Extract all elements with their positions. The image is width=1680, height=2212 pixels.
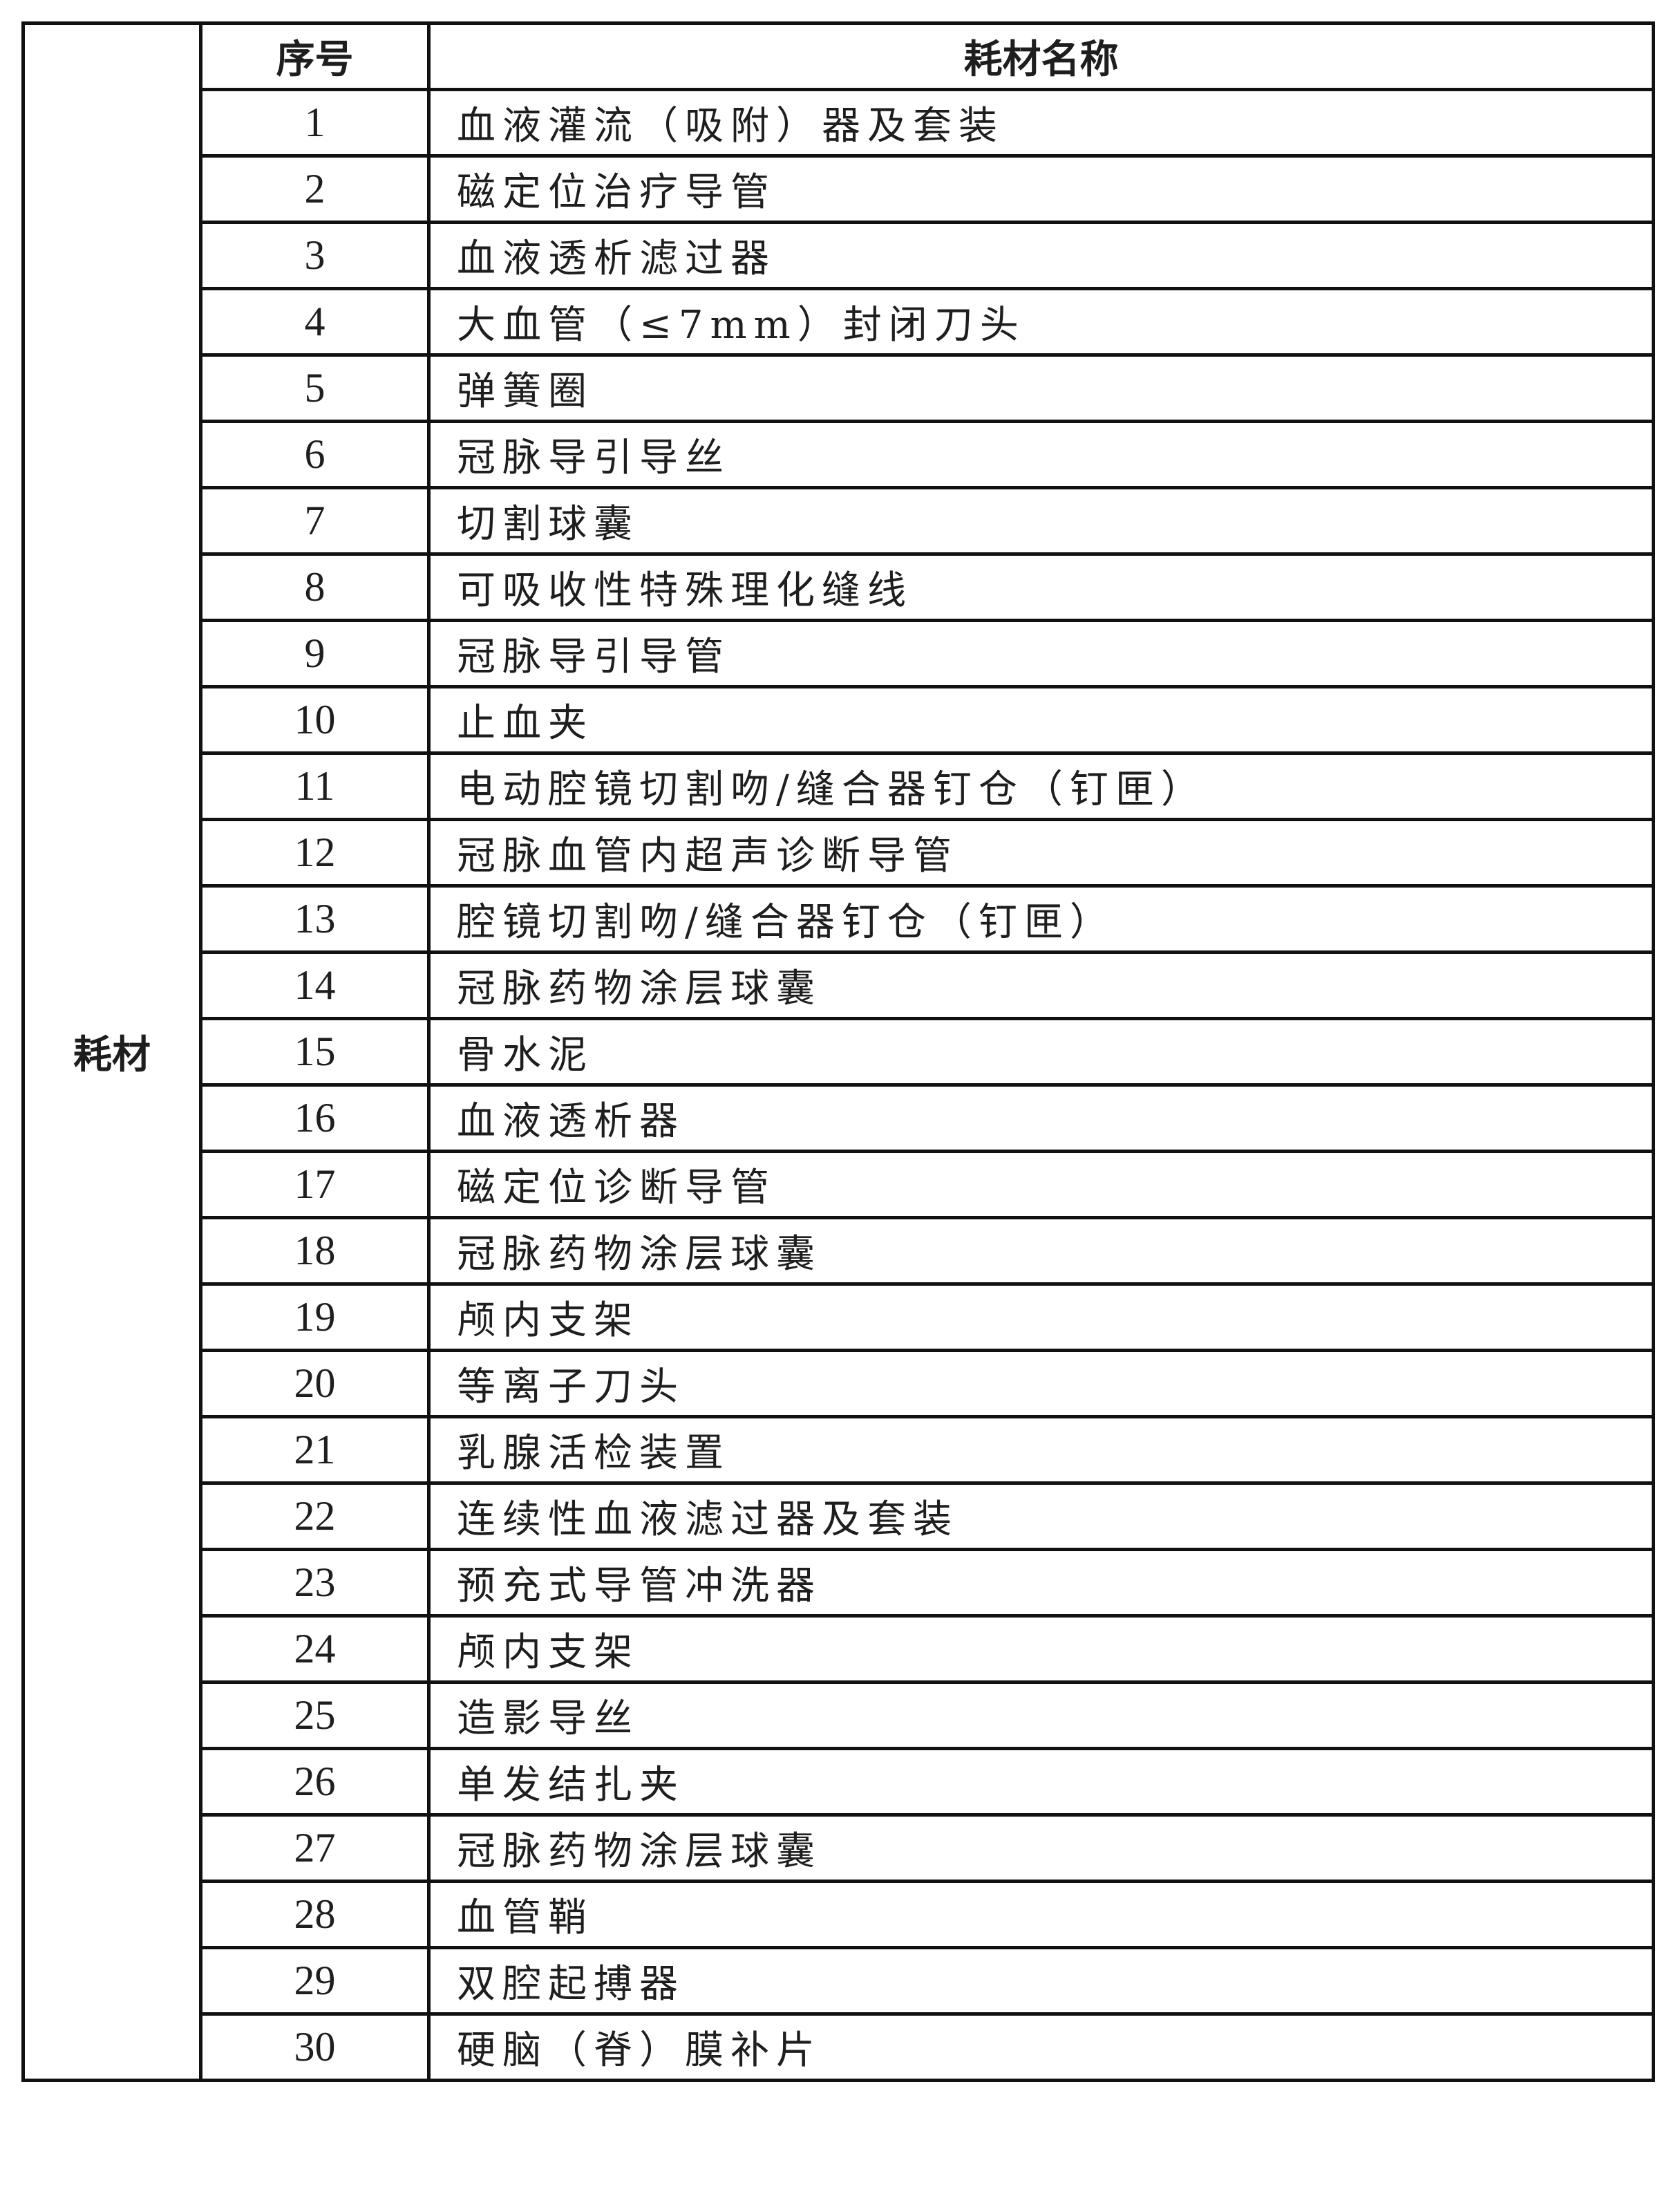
table-row: 18 冠脉药物涂层球囊 [23, 1216, 1655, 1286]
row-number: 29 [199, 1946, 431, 2016]
row-number: 3 [199, 221, 431, 290]
consumable-name: 冠脉导引导管 [427, 619, 1655, 688]
row-number: 30 [199, 2012, 431, 2082]
table-row: 21 乳腺活检装置 [23, 1415, 1655, 1485]
row-number: 23 [199, 1548, 431, 1618]
consumable-name: 骨水泥 [427, 1017, 1655, 1087]
table-row: 29 双腔起搏器 [23, 1946, 1655, 2016]
consumable-name: 冠脉导引导丝 [427, 420, 1655, 489]
row-number: 18 [199, 1216, 431, 1286]
table-row: 8 可吸收性特殊理化缝线 [23, 552, 1655, 622]
consumable-name: 连续性血液滤过器及套装 [427, 1481, 1655, 1551]
table-row: 16 血液透析器 [23, 1083, 1655, 1153]
table-row: 26 单发结扎夹 [23, 1747, 1655, 1817]
table-row: 30 硬脑（脊）膜补片 [23, 2012, 1655, 2082]
row-number: 4 [199, 287, 431, 357]
consumable-name: 冠脉血管内超声诊断导管 [427, 818, 1655, 888]
row-number: 7 [199, 486, 431, 556]
row-number: 27 [199, 1813, 431, 1883]
table-row: 4 大血管（≤7mm）封闭刀头 [23, 287, 1655, 357]
consumable-name: 止血夹 [427, 685, 1655, 755]
table-row: 27 冠脉药物涂层球囊 [23, 1813, 1655, 1883]
row-number: 2 [199, 154, 431, 224]
row-number: 13 [199, 884, 431, 954]
table-row: 6 冠脉导引导丝 [23, 420, 1655, 489]
consumable-name: 电动腔镜切割吻/缝合器钉仓（钉匣） [427, 751, 1655, 821]
consumable-name: 乳腺活检装置 [427, 1415, 1655, 1485]
table-row: 19 颅内支架 [23, 1282, 1655, 1352]
consumable-name: 可吸收性特殊理化缝线 [427, 552, 1655, 622]
consumable-name: 颅内支架 [427, 1282, 1655, 1352]
table-row: 13 腔镜切割吻/缝合器钉仓（钉匣） [23, 884, 1655, 954]
consumable-name: 磁定位诊断导管 [427, 1150, 1655, 1219]
row-number: 1 [199, 88, 431, 158]
table-row: 7 切割球囊 [23, 486, 1655, 556]
table-row: 24 颅内支架 [23, 1614, 1655, 1684]
row-number: 8 [199, 552, 431, 622]
row-number: 26 [199, 1747, 431, 1817]
consumables-table: 耗材 序号 耗材名称 1 血液灌流（吸附）器及套装 2 磁定位治疗导管 3 血液透析滤过器… [21, 21, 1655, 2082]
row-number: 16 [199, 1083, 431, 1153]
header-row: 耗材 序号 耗材名称 [21, 21, 1655, 2082]
header-name: 耗材名称 [427, 21, 1655, 91]
table-row: 1 血液灌流（吸附）器及套装 [23, 88, 1655, 158]
row-number: 28 [199, 1880, 431, 1949]
row-number: 15 [199, 1017, 431, 1087]
table-row: 14 冠脉药物涂层球囊 [23, 950, 1655, 1020]
row-number: 25 [199, 1680, 431, 1750]
header-index: 序号 [199, 21, 431, 91]
table-row: 3 血液透析滤过器 [23, 221, 1655, 290]
table-row: 12 冠脉血管内超声诊断导管 [23, 818, 1655, 888]
row-number: 17 [199, 1150, 431, 1219]
consumable-name: 血液灌流（吸附）器及套装 [427, 88, 1655, 158]
consumable-name: 预充式导管冲洗器 [427, 1548, 1655, 1618]
consumable-name: 磁定位治疗导管 [427, 154, 1655, 224]
consumable-name: 大血管（≤7mm）封闭刀头 [427, 287, 1655, 357]
table-row: 22 连续性血液滤过器及套装 [23, 1481, 1655, 1551]
row-number: 10 [199, 685, 431, 755]
consumable-name: 冠脉药物涂层球囊 [427, 950, 1655, 1020]
row-number: 21 [199, 1415, 431, 1485]
table-row: 10 止血夹 [23, 685, 1655, 755]
consumable-name: 弹簧圈 [427, 353, 1655, 423]
consumable-name: 等离子刀头 [427, 1349, 1655, 1418]
row-number: 20 [199, 1349, 431, 1418]
table-row: 9 冠脉导引导管 [23, 619, 1655, 688]
table-row: 17 磁定位诊断导管 [23, 1150, 1655, 1219]
consumable-name: 单发结扎夹 [427, 1747, 1655, 1817]
row-number: 9 [199, 619, 431, 688]
row-number: 12 [199, 818, 431, 888]
table-row: 15 骨水泥 [23, 1017, 1655, 1087]
consumable-name: 血液透析滤过器 [427, 221, 1655, 290]
table-row: 28 血管鞘 [23, 1880, 1655, 1949]
consumable-name: 颅内支架 [427, 1614, 1655, 1684]
consumable-name: 血液透析器 [427, 1083, 1655, 1153]
consumable-name: 血管鞘 [427, 1880, 1655, 1949]
consumable-name: 冠脉药物涂层球囊 [427, 1216, 1655, 1286]
consumable-name: 造影导丝 [427, 1680, 1655, 1750]
table-row: 5 弹簧圈 [23, 353, 1655, 423]
row-number: 5 [199, 353, 431, 423]
consumable-name: 腔镜切割吻/缝合器钉仓（钉匣） [427, 884, 1655, 954]
consumable-name: 切割球囊 [427, 486, 1655, 556]
row-number: 14 [199, 950, 431, 1020]
table-row: 23 预充式导管冲洗器 [23, 1548, 1655, 1618]
table-row: 20 等离子刀头 [23, 1349, 1655, 1418]
row-number: 11 [199, 751, 431, 821]
consumable-name: 双腔起搏器 [427, 1946, 1655, 2016]
row-number: 6 [199, 420, 431, 489]
table-row: 2 磁定位治疗导管 [23, 154, 1655, 224]
consumable-name: 硬脑（脊）膜补片 [427, 2012, 1655, 2082]
table-row: 25 造影导丝 [23, 1680, 1655, 1750]
category-cell: 耗材 [21, 21, 202, 2082]
consumable-name: 冠脉药物涂层球囊 [427, 1813, 1655, 1883]
row-number: 19 [199, 1282, 431, 1352]
row-number: 24 [199, 1614, 431, 1684]
row-number: 22 [199, 1481, 431, 1551]
table-row: 11 电动腔镜切割吻/缝合器钉仓（钉匣） [23, 751, 1655, 821]
